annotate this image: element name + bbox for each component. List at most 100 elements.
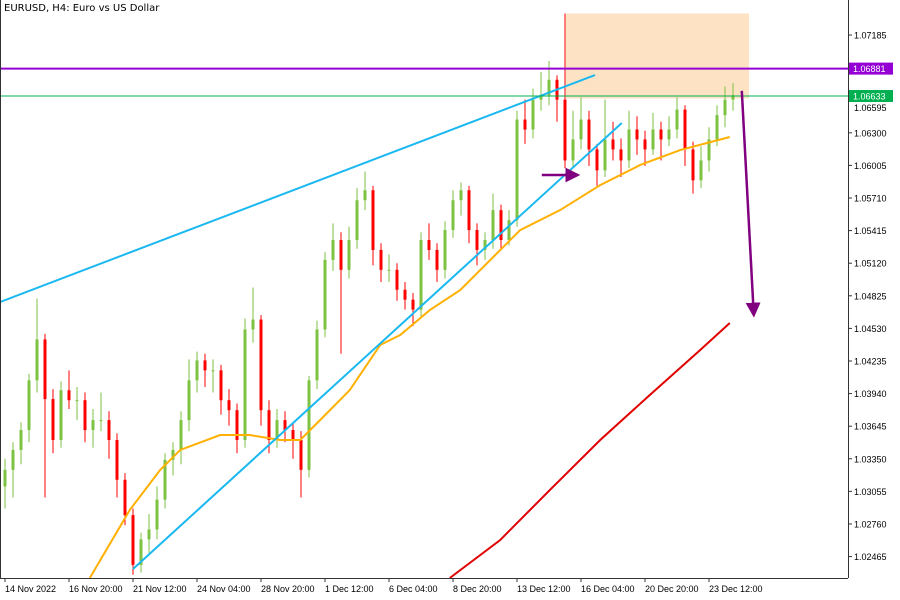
candle-body: [323, 259, 327, 330]
trendline: [0, 74, 596, 303]
candle-body: [171, 449, 175, 460]
price-tick-label: 1.02465: [854, 552, 887, 562]
candle-body: [283, 420, 287, 431]
candle-body: [715, 115, 719, 140]
time-tick-label: 16 Nov 20:00: [69, 584, 123, 594]
candle-body: [291, 430, 295, 440]
price-tick-label: 1.04530: [854, 324, 887, 334]
candle: [483, 232, 487, 260]
candle: [99, 392, 103, 432]
candle-body: [499, 210, 503, 240]
candle: [611, 121, 615, 161]
candle: [147, 514, 151, 553]
candle: [83, 392, 87, 443]
candle-body: [611, 139, 615, 150]
price-tag-label: 1.06633: [853, 92, 886, 102]
candle: [411, 293, 415, 327]
candle: [51, 389, 55, 454]
candle-body: [603, 139, 607, 171]
candle: [139, 532, 143, 573]
time-tick-label: 23 Dec 12:00: [709, 584, 763, 594]
candle-body: [411, 299, 415, 310]
candle: [35, 298, 39, 393]
candle: [675, 97, 679, 139]
candle: [531, 88, 535, 139]
candle-body: [347, 239, 351, 270]
candle: [195, 351, 199, 393]
candle-body: [507, 220, 511, 240]
candle-body: [707, 139, 711, 161]
candle: [651, 112, 655, 155]
candle: [171, 442, 175, 476]
candle-body: [299, 439, 303, 470]
candle: [259, 315, 263, 426]
candle-body: [659, 129, 663, 140]
price-tick-label: 1.05710: [854, 194, 887, 204]
candle: [307, 375, 311, 478]
candle-body: [683, 109, 687, 150]
candle: [499, 204, 503, 249]
candle: [203, 353, 207, 387]
candle-body: [187, 380, 191, 421]
candle: [555, 75, 559, 122]
candle-body: [547, 79, 551, 96]
candle: [667, 116, 671, 147]
candle: [699, 146, 703, 189]
candle-body: [99, 420, 103, 422]
candle-body: [491, 210, 495, 240]
candle: [187, 359, 191, 432]
price-tag-label: 1.06881: [853, 64, 886, 74]
candle-body: [443, 230, 447, 270]
candle-body: [259, 319, 263, 411]
candle-body: [139, 539, 143, 565]
candle: [427, 223, 431, 260]
price-tick-label: 1.05120: [854, 259, 887, 269]
candle-body: [267, 410, 271, 440]
price-tick-label: 1.03940: [854, 389, 887, 399]
supply-zone: [565, 13, 749, 99]
candle-body: [163, 459, 167, 500]
candle: [243, 318, 247, 448]
candle: [315, 320, 319, 390]
time-tick-label: 14 Nov 2022: [5, 584, 56, 594]
candle-body: [211, 370, 215, 372]
candle-body: [67, 390, 71, 401]
candle-body: [579, 119, 583, 140]
price-tick-label: 1.06595: [854, 103, 887, 113]
time-tick-label: 24 Nov 04:00: [197, 584, 251, 594]
candle-body: [675, 109, 679, 130]
candle: [43, 333, 47, 498]
candle: [515, 110, 519, 227]
price-tick-label: 1.06005: [854, 161, 887, 171]
candle: [587, 110, 591, 166]
time-tick-label: 1 Dec 12:00: [325, 584, 374, 594]
candle: [459, 182, 463, 216]
candle: [219, 364, 223, 415]
candle: [451, 190, 455, 238]
candle: [91, 409, 95, 448]
candle: [347, 226, 351, 279]
candle: [355, 188, 359, 249]
price-tick-label: 1.07185: [854, 31, 887, 41]
candle-body: [571, 139, 575, 161]
candle: [627, 110, 631, 169]
candle-body: [371, 190, 375, 250]
candle: [619, 138, 623, 178]
candle: [3, 458, 7, 509]
candle: [331, 223, 335, 271]
candle: [235, 403, 239, 454]
candle: [691, 141, 695, 194]
candle: [707, 127, 711, 172]
price-tick-label: 1.04235: [854, 356, 887, 366]
candle-body: [595, 149, 599, 171]
time-tick-label: 13 Dec 12:00: [517, 584, 571, 594]
candle: [299, 431, 303, 498]
candle: [379, 243, 383, 282]
price-tick-label: 1.03350: [854, 454, 887, 464]
candle-body: [251, 319, 255, 330]
candle-body: [563, 99, 567, 161]
candle-body: [51, 399, 55, 440]
candle: [323, 252, 327, 338]
time-tick-label: 28 Nov 20:00: [261, 584, 315, 594]
